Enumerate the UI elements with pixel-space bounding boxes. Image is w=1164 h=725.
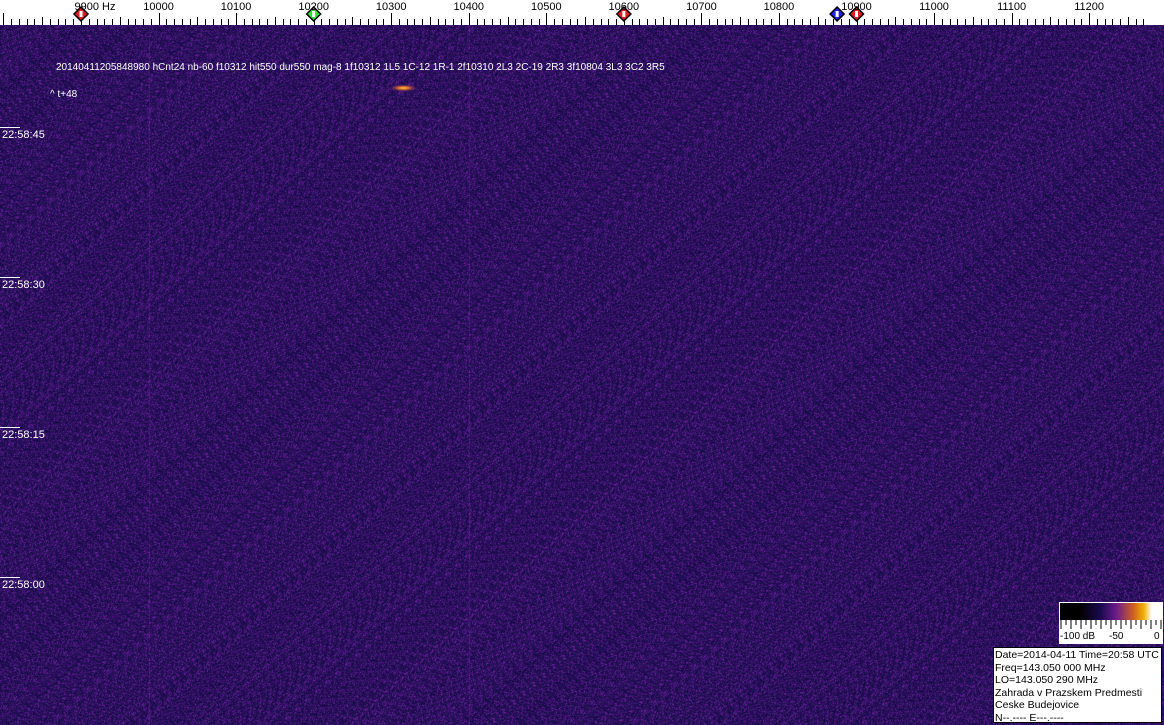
axis-tick-label: 10700 [686,1,717,13]
spectrogram: 20140411205848980 hCnt24 nb-60 f10312 hi… [0,25,1164,725]
frequency-marker-icon[interactable] [829,5,846,23]
time-label: 22:58:15 [2,429,45,441]
waterfall-canvas [0,25,1164,725]
axis-tick-label: 10100 [220,1,252,13]
info-lo: LO=143.050 290 MHz [995,674,1099,686]
colorbar-label: -100 dB [1060,631,1096,642]
colorbar-gradient [1060,603,1162,620]
info-location: Zahrada v Prazskem Predmesti [995,686,1143,699]
axis-tick-label: 10200 [298,1,329,13]
axis-tick-label: 10500 [531,1,562,13]
frequency-axis: 9900 Hz 10000 10100 10200 10300 10400 10500 106… [0,0,1164,25]
frequency-ticks [3,5,1144,25]
axis-tick-label: 10900 [841,1,872,13]
colorbar-ticks [1060,620,1162,629]
axis-tick-label: 10600 [608,1,640,13]
info-coords: N--.---- E---.---- [995,711,1064,724]
info-city: Ceske Budejovice [995,699,1080,711]
axis-tick-label: 10400 [453,1,485,13]
offset-annotation: ^ t+48 [50,89,78,100]
info-date: Date=2014-04-11 Time=20:58 UTC [995,649,1159,661]
time-label: 22:58:45 [2,129,45,141]
axis-tick-label: 11200 [1074,1,1105,13]
frequency-marker-icon[interactable] [72,5,90,23]
frequency-marker-icon[interactable] [615,5,632,23]
frequency-marker-icon[interactable] [305,5,322,23]
frequency-marker-icon[interactable] [848,5,865,23]
axis-tick-label: 11000 [919,1,949,13]
colorbar: -100 dB -50 0 [1059,602,1163,644]
colorbar-label: 0 [1154,631,1160,642]
info-box: Date=2014-04-11 Time=20:58 UTC Freq=143.… [993,647,1162,724]
axis-tick-label: 11100 [997,1,1027,13]
colorbar-label: -50 [1109,631,1124,642]
axis-tick-label: 10300 [375,1,407,13]
axis-tick-label: 9900 Hz [74,1,116,13]
axis-tick-label: 10800 [763,1,795,13]
info-freq: Freq=143.050 000 MHz [995,661,1106,674]
time-label: 22:58:00 [2,579,45,591]
time-label: 22:58:30 [2,279,45,291]
event-annotation: 20140411205848980 hCnt24 nb-60 f10312 hi… [56,62,665,73]
axis-tick-label: 10000 [143,1,174,13]
